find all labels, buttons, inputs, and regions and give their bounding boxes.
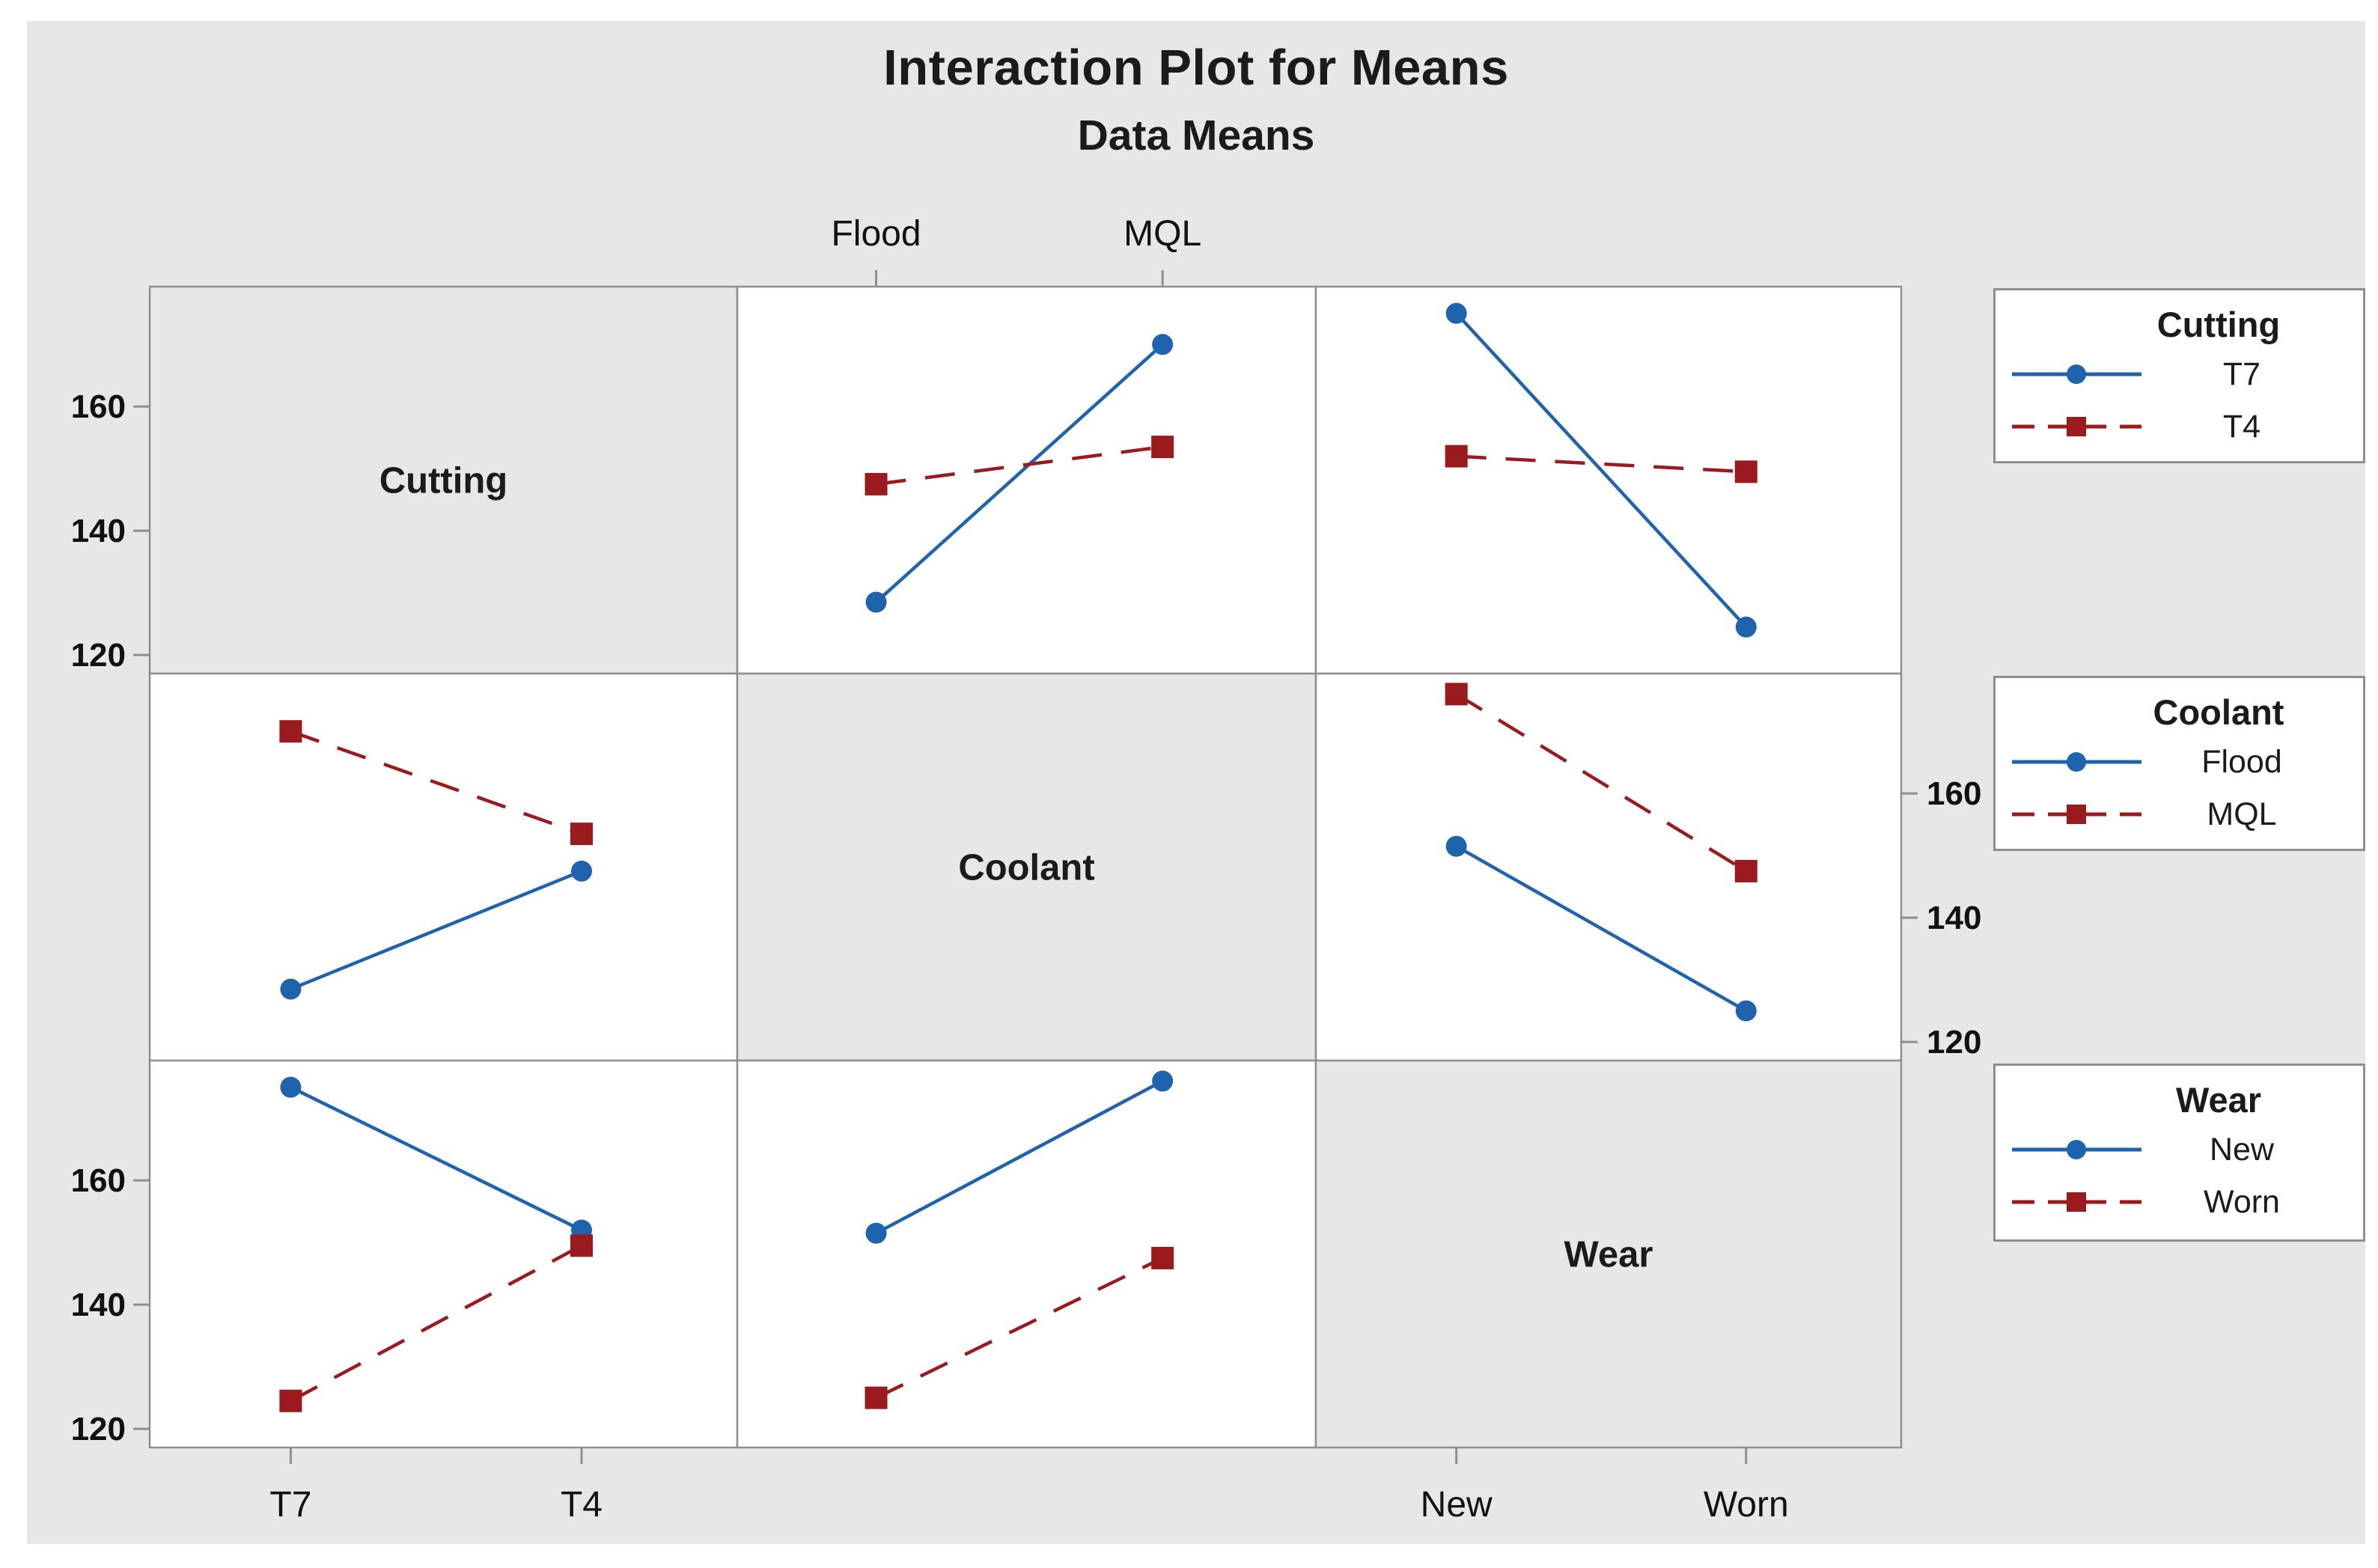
legend-sample-solid-circle-icon xyxy=(2012,364,2141,384)
marker-flood-worn xyxy=(1735,1000,1757,1022)
marker-worn-mql xyxy=(1151,1246,1174,1269)
panel-coolant-wear xyxy=(1314,672,1903,1062)
panel-coolant-cutting xyxy=(148,672,739,1062)
legend-cutting: Cutting T7 T4 xyxy=(1993,288,2365,463)
series-line-worn xyxy=(290,1244,583,1403)
diag-label-cutting: Cutting xyxy=(379,461,507,501)
legend-label-new: New xyxy=(2209,1131,2275,1168)
series-line-new xyxy=(290,1085,582,1232)
series-line-mql xyxy=(290,730,582,836)
legend-label-t4: T4 xyxy=(2222,408,2261,445)
panel-wear-coolant xyxy=(736,1059,1317,1449)
x-label-new: New xyxy=(1421,1485,1493,1525)
marker-new-mql xyxy=(1152,1070,1174,1092)
legend-entry-t4: T4 xyxy=(1996,403,2363,450)
x-label-flood: Flood xyxy=(831,214,921,254)
series-line-flood xyxy=(1455,844,1747,1013)
y-tick-label-left: 140 xyxy=(71,513,126,549)
marker-t7-new xyxy=(1445,302,1467,324)
chart-title: Interaction Plot for Means xyxy=(883,40,1509,96)
legend-entry-t7: T7 xyxy=(1996,351,2363,397)
diag-label-coolant: Coolant xyxy=(958,848,1094,888)
marker-t7-mql xyxy=(1152,334,1174,356)
legend-wear: Wear New Worn xyxy=(1993,1064,2365,1242)
legend-label-flood: Flood xyxy=(2201,743,2282,780)
marker-flood-t4 xyxy=(570,860,592,882)
marker-worn-flood xyxy=(865,1386,888,1409)
legend-title-wear: Wear xyxy=(2175,1080,2262,1120)
marker-flood-t7 xyxy=(280,978,302,1000)
series-line-new xyxy=(875,1079,1164,1235)
chart-subtitle: Data Means xyxy=(1077,112,1315,159)
panel-cutting-cutting xyxy=(148,285,739,675)
x-label-mql: MQL xyxy=(1124,214,1201,254)
series-line-worn xyxy=(875,1256,1164,1400)
legend-label-t7: T7 xyxy=(2222,356,2261,392)
marker-t4-mql xyxy=(1151,436,1174,459)
legend-entry-mql: MQL xyxy=(1996,791,2363,838)
y-tick-label-right: 160 xyxy=(1927,775,1981,812)
y-tick-label-left: 160 xyxy=(71,1162,126,1199)
marker-flood-new xyxy=(1445,835,1467,857)
x-label-worn: Worn xyxy=(1704,1485,1789,1525)
series-line-flood xyxy=(290,869,582,991)
marker-mql-worn xyxy=(1734,859,1757,882)
marker-new-flood xyxy=(865,1222,887,1244)
marker-t4-new xyxy=(1445,445,1468,468)
diag-label-wear: Wear xyxy=(1564,1235,1653,1275)
panel-wear-cutting xyxy=(148,1059,739,1449)
y-tick-label-left: 120 xyxy=(71,1411,126,1447)
marker-t4-flood xyxy=(865,472,888,495)
legend-title-cutting: Cutting xyxy=(2156,305,2281,344)
legend-label-worn: Worn xyxy=(2204,1183,2280,1220)
y-tick-label-left: 140 xyxy=(71,1287,126,1323)
marker-t4-worn xyxy=(1734,460,1757,483)
legend-sample-dashed-square-icon xyxy=(2012,805,2141,824)
series-line-mql xyxy=(1455,692,1747,873)
y-tick-label-right: 140 xyxy=(1927,900,1981,936)
y-tick-label-left: 120 xyxy=(71,637,126,674)
legend-title-coolant: Coolant xyxy=(2153,692,2284,732)
series-line-t7 xyxy=(875,343,1164,604)
legend-label-mql: MQL xyxy=(2207,796,2277,832)
x-label-t4: T4 xyxy=(561,1485,603,1525)
legend-entry-worn: Worn xyxy=(1996,1179,2363,1225)
marker-worn-t7 xyxy=(279,1389,302,1412)
panel-cutting-coolant xyxy=(736,285,1317,675)
marker-mql-new xyxy=(1445,683,1468,706)
y-tick-label-right: 120 xyxy=(1927,1024,1981,1061)
legend-entry-flood: Flood xyxy=(1996,739,2363,785)
marker-t7-worn xyxy=(1735,616,1757,638)
legend-sample-solid-circle-icon xyxy=(2012,752,2141,772)
legend-coolant: Coolant Flood MQL xyxy=(1993,676,2365,851)
marker-mql-t7 xyxy=(279,720,302,743)
marker-t7-flood xyxy=(865,591,887,613)
panel-coolant-coolant xyxy=(736,672,1317,1062)
legend-sample-solid-circle-icon xyxy=(2012,1140,2141,1159)
marker-worn-t4 xyxy=(570,1234,593,1257)
x-label-t7: T7 xyxy=(269,1485,311,1525)
legend-entry-new: New xyxy=(1996,1126,2363,1173)
y-tick-label-left: 160 xyxy=(71,388,126,425)
marker-mql-t4 xyxy=(570,823,593,846)
legend-sample-dashed-square-icon xyxy=(2012,1192,2141,1212)
legend-sample-dashed-square-icon xyxy=(2012,417,2141,436)
series-line-t7 xyxy=(1455,312,1748,629)
panel-wear-wear xyxy=(1314,1059,1903,1449)
marker-new-t7 xyxy=(280,1076,302,1098)
